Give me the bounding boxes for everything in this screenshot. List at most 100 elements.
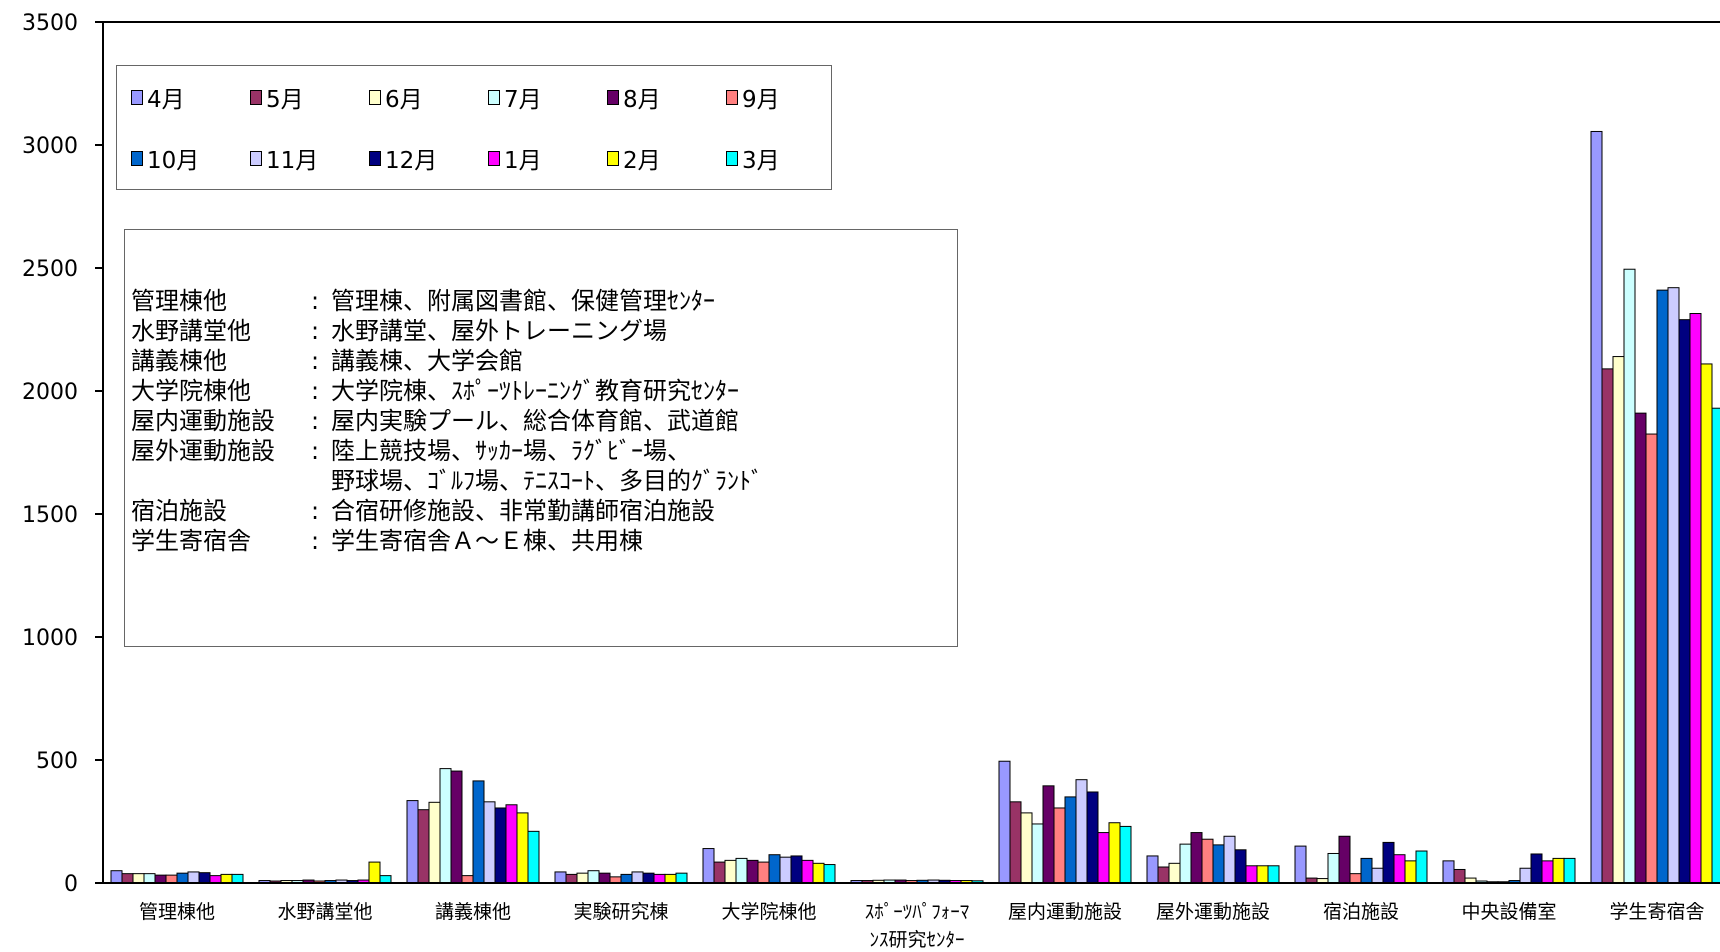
bar xyxy=(110,870,123,884)
x-tick-label: 屋内運動施設 xyxy=(1008,901,1122,923)
bar xyxy=(428,801,441,884)
legend-label: 1月 xyxy=(504,148,542,174)
annotation-key: 学生寄宿舎 xyxy=(131,527,251,555)
legend-label: 3月 xyxy=(742,148,780,174)
bar xyxy=(746,859,759,884)
legend-item: 11月 xyxy=(250,141,318,175)
legend-item: 1月 xyxy=(488,141,542,175)
bar xyxy=(1064,796,1077,884)
bar xyxy=(1590,130,1603,884)
annotation-value: 陸上競技場、ｻｯｶｰ場、ﾗｸﾞﾋﾞｰ場、 xyxy=(331,437,691,465)
bar xyxy=(998,760,1011,884)
bar xyxy=(1404,860,1417,884)
x-axis: 管理棟他 水野講堂他 講義棟他 実験研究棟 大学院棟他 ｽﾎﾟｰﾂﾊﾟﾌｫｰﾏﾝｽ研究ｾﾝ… xyxy=(103,21,1720,951)
bar xyxy=(1338,835,1351,884)
bar xyxy=(801,859,814,884)
annotation-colon: : xyxy=(311,347,320,375)
bar xyxy=(406,800,419,884)
bar xyxy=(664,873,677,884)
bar xyxy=(439,768,452,884)
legend-label: 8月 xyxy=(623,87,661,113)
bar xyxy=(1393,854,1406,884)
bar xyxy=(702,848,715,884)
annotation-value: 講義棟、大学会館 xyxy=(331,347,523,375)
bar xyxy=(1267,865,1280,884)
legend-label: 11月 xyxy=(266,148,319,174)
annotation-value: 管理棟、附属図書館、保健管理ｾﾝﾀｰ xyxy=(331,287,715,315)
legend-swatch xyxy=(250,150,262,166)
facility-annotation-box: 管理棟他: 管理棟、附属図書館、保健管理ｾﾝﾀｰ 水野講堂他: 水野講堂、屋外トレーニ… xyxy=(124,229,958,647)
legend-label: 4月 xyxy=(147,87,185,113)
annotation-colon: : xyxy=(311,437,320,465)
bar xyxy=(1711,407,1720,884)
bar xyxy=(505,804,518,884)
bar xyxy=(527,830,540,884)
annotation-value: 屋内実験プール、総合体育館、武道館 xyxy=(331,407,739,435)
annotation-colon: : xyxy=(311,407,320,435)
legend-item: 9月 xyxy=(726,80,780,114)
bar xyxy=(757,861,770,884)
legend-swatch xyxy=(488,150,500,166)
legend-item: 4月 xyxy=(131,80,185,114)
bar xyxy=(1371,867,1384,884)
bar xyxy=(1382,841,1395,884)
x-tick-label: 講義棟他 xyxy=(435,901,511,923)
bar xyxy=(132,873,145,884)
bar xyxy=(1623,268,1636,884)
legend-item: 8月 xyxy=(607,80,661,114)
legend-swatch xyxy=(131,89,143,105)
legend-item: 3月 xyxy=(726,141,780,175)
x-tick-label: 学生寄宿舎 xyxy=(1609,901,1704,923)
bar xyxy=(1360,857,1373,884)
bar xyxy=(1108,822,1121,884)
bar xyxy=(587,870,600,884)
y-tick-label: 0 xyxy=(64,872,78,897)
bar xyxy=(121,873,134,884)
x-tick-label: 大学院棟他 xyxy=(721,901,816,923)
y-tick-label: 1000 xyxy=(22,626,78,651)
annotation-row: 屋外運動施設: 陸上競技場、ｻｯｶｰ場、ﾗｸﾞﾋﾞｰ場、 xyxy=(131,436,691,466)
bar xyxy=(620,873,633,884)
bar xyxy=(1075,779,1088,884)
legend-item: 5月 xyxy=(250,80,304,114)
bar xyxy=(1349,873,1362,884)
bar xyxy=(1415,850,1428,884)
bar xyxy=(1327,852,1340,884)
x-tick-label: 管理棟他 xyxy=(139,901,215,923)
bar xyxy=(1552,857,1565,884)
annotation-value: 野球場、ｺﾞﾙﾌ場、ﾃﾆｽｺｰﾄ、多目的ｸﾞﾗﾝﾄﾞ xyxy=(331,467,763,495)
bar xyxy=(1563,857,1576,884)
bar xyxy=(1656,289,1669,884)
bar xyxy=(187,871,200,884)
y-tick-label: 2500 xyxy=(22,257,78,282)
bar xyxy=(768,854,781,884)
legend-item: 12月 xyxy=(369,141,437,175)
annotation-colon: : xyxy=(311,317,320,345)
legend-item: 6月 xyxy=(369,80,423,114)
bars xyxy=(110,130,1720,884)
bar xyxy=(461,875,474,884)
annotation-row: 水野講堂他: 水野講堂、屋外トレーニング場 xyxy=(131,316,667,346)
bar xyxy=(576,872,589,884)
legend-label: 6月 xyxy=(385,87,423,113)
x-tick-label: ﾝｽ研究ｾﾝﾀｰ xyxy=(869,929,964,951)
bar xyxy=(220,873,233,884)
annotation-row: 宿泊施設: 合宿研修施設、非常勤講師宿泊施設 xyxy=(131,496,715,526)
annotation-key: 管理棟他 xyxy=(131,287,227,315)
bar xyxy=(1119,825,1132,884)
bar xyxy=(713,861,726,884)
legend-swatch xyxy=(369,150,381,166)
bar xyxy=(450,770,463,884)
annotation-key: 水野講堂他 xyxy=(131,317,251,345)
bar xyxy=(598,872,611,884)
bar xyxy=(1256,865,1269,884)
bar xyxy=(1453,868,1466,884)
bar xyxy=(1689,313,1702,884)
y-tick-label: 1500 xyxy=(22,503,78,528)
bar xyxy=(1212,844,1225,884)
bar xyxy=(231,873,244,884)
y-tick-label: 500 xyxy=(36,749,78,774)
bar xyxy=(735,857,748,884)
bar xyxy=(494,807,507,884)
bar xyxy=(1168,862,1181,884)
